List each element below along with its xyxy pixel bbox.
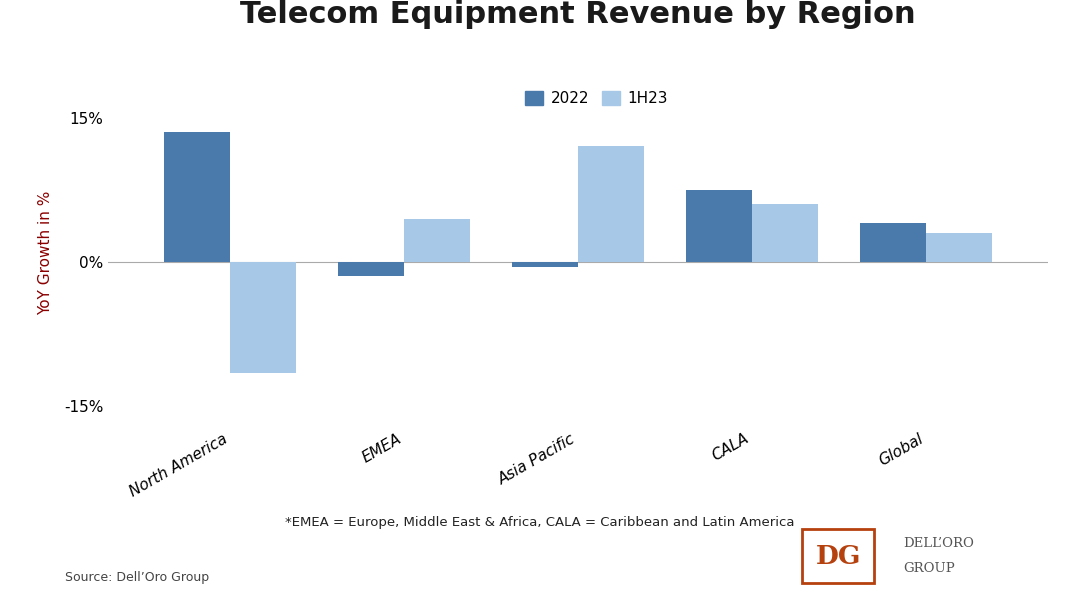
Y-axis label: YoY Growth in %: YoY Growth in %: [38, 190, 53, 314]
Bar: [404, 219, 470, 262]
Text: GROUP: GROUP: [903, 562, 955, 575]
Text: *EMEA = Europe, Middle East & Africa, CALA = Caribbean and Latin America: *EMEA = Europe, Middle East & Africa, CA…: [285, 516, 795, 530]
Bar: [164, 132, 230, 262]
Text: DG: DG: [815, 544, 861, 569]
Bar: [686, 190, 752, 262]
Bar: [338, 262, 404, 277]
Title: Telecom Equipment Revenue by Region: Telecom Equipment Revenue by Region: [240, 1, 916, 29]
Bar: [578, 147, 644, 262]
Bar: [512, 262, 578, 267]
Bar: [230, 262, 296, 373]
Bar: [860, 224, 926, 262]
Text: Source: Dell’Oro Group: Source: Dell’Oro Group: [65, 571, 208, 584]
Bar: [926, 233, 991, 262]
Legend: 2022, 1H23: 2022, 1H23: [521, 87, 673, 111]
Bar: [752, 204, 818, 262]
Text: DELL’ORO: DELL’ORO: [903, 537, 974, 550]
